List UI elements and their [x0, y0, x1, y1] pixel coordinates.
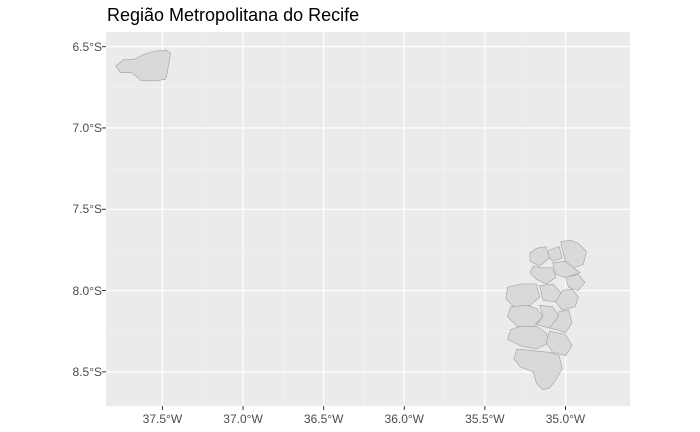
chart-title: Região Metropolitana do Recife: [107, 5, 360, 25]
x-tick-label: 35.0°W: [545, 412, 586, 426]
municipality-polygon: [507, 304, 544, 327]
municipality-polygon: [555, 288, 579, 311]
y-tick-label: 7.5°S: [72, 202, 102, 217]
municipality-polygon: [560, 239, 587, 269]
municipality-polygon: [548, 309, 573, 334]
municipality-polygon: [115, 49, 171, 82]
municipality-polygon: [565, 273, 586, 291]
y-tick-label: 8.0°S: [72, 283, 102, 298]
municipality-polygon: [505, 283, 541, 308]
x-tick-label: 37.5°W: [142, 412, 183, 426]
municipality-polygon: [545, 330, 573, 356]
x-tick-label: 36.0°W: [384, 412, 425, 426]
x-tick-label: 37.0°W: [223, 412, 263, 426]
y-tick-label: 8.5°S: [72, 364, 102, 379]
municipality-polygon: [513, 348, 563, 391]
municipality-polygon: [529, 265, 557, 285]
x-tick-label: 36.5°W: [303, 412, 344, 426]
municipality-polygon: [507, 325, 550, 350]
municipality-polygon: [529, 246, 550, 267]
y-tick-label: 6.5°S: [72, 39, 102, 54]
municipality-polygon: [545, 246, 563, 262]
municipality-polygon: [552, 260, 581, 278]
y-tick-label: 7.0°S: [72, 120, 102, 135]
x-tick-label: 35.5°W: [465, 412, 505, 426]
